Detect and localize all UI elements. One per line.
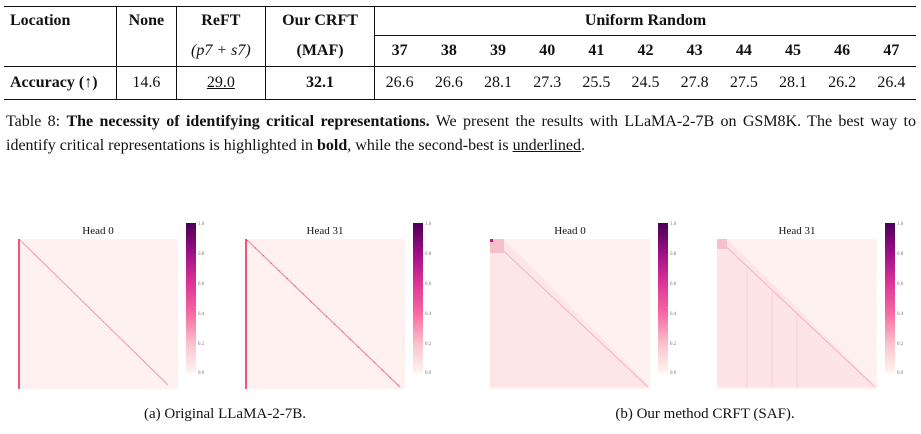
subcaption-a: (a) Original LLaMA-2-7B. bbox=[143, 406, 307, 422]
caption-text-1: We present the results with LLaMA-2-7B o… bbox=[6, 113, 916, 154]
colorbar-tick: 0.4 bbox=[425, 312, 432, 317]
header-location: Location bbox=[4, 6, 117, 36]
caption-bold-word: bold bbox=[317, 137, 348, 154]
header-layer-41: 41 bbox=[571, 35, 621, 67]
colorbar bbox=[186, 223, 196, 373]
caption-label: Table 8: bbox=[6, 113, 67, 130]
cell-layer-38: 26.6 bbox=[424, 66, 474, 100]
header-layer-45: 45 bbox=[768, 35, 818, 67]
colorbar-tick: 0.6 bbox=[198, 282, 205, 287]
cell-layer-39: 28.1 bbox=[473, 66, 523, 100]
header-none-blank bbox=[116, 35, 177, 67]
colorbar-tick: 0.2 bbox=[897, 342, 904, 347]
colorbar-tick: 1.0 bbox=[425, 222, 432, 227]
cell-layer-40: 27.3 bbox=[522, 66, 572, 100]
header-layer-47: 47 bbox=[866, 35, 916, 67]
colorbar-tick: 0.4 bbox=[198, 312, 205, 317]
cell-layer-44: 27.5 bbox=[719, 66, 769, 100]
header-layer-44: 44 bbox=[719, 35, 769, 67]
colorbar-tick: 0.8 bbox=[897, 252, 904, 257]
colorbar-tick: 1.0 bbox=[198, 222, 205, 227]
cell-layer-46: 26.2 bbox=[817, 66, 867, 100]
colorbar-tick: 0.0 bbox=[897, 371, 904, 376]
header-none: None bbox=[116, 6, 177, 36]
attention-heatmap bbox=[717, 239, 877, 389]
header-uniform-random: Uniform Random bbox=[374, 6, 916, 36]
panel-title: Head 0 bbox=[554, 225, 586, 237]
panel-title: Head 0 bbox=[82, 225, 114, 237]
colorbar-tick: 0.2 bbox=[198, 342, 205, 347]
table-caption: Table 8: The necessity of identifying cr… bbox=[6, 110, 916, 158]
header-crft-sub: (MAF) bbox=[265, 35, 376, 67]
panel-title: Head 31 bbox=[306, 225, 344, 237]
colorbar bbox=[658, 223, 668, 373]
colorbar-tick: 0.6 bbox=[425, 282, 432, 287]
colorbar-tick: 0.2 bbox=[670, 342, 677, 347]
caption-underline-word: underlined bbox=[512, 137, 581, 154]
colorbar bbox=[413, 223, 423, 373]
colorbar-tick: 1.0 bbox=[897, 222, 904, 227]
panel-title: Head 31 bbox=[778, 225, 816, 237]
attention-heatmap bbox=[18, 239, 178, 389]
colorbar bbox=[885, 223, 895, 373]
cell-none: 14.6 bbox=[116, 66, 177, 100]
results-table: Location None ReFT Our CRFT Uniform Rand… bbox=[4, 6, 916, 100]
colorbar-tick: 0.4 bbox=[897, 312, 904, 317]
header-layer-39: 39 bbox=[473, 35, 523, 67]
colorbar-tick: 0.8 bbox=[670, 252, 677, 257]
subcaption-b: (b) Our method CRFT (SAF). bbox=[615, 406, 795, 422]
caption-text-2: , while the second-best is bbox=[347, 137, 513, 154]
caption-bold-lead: The necessity of identifying critical re… bbox=[66, 113, 430, 130]
header-layer-37: 37 bbox=[374, 35, 425, 67]
colorbar-tick: 0.0 bbox=[425, 371, 432, 376]
colorbar-tick: 0.2 bbox=[425, 342, 432, 347]
colorbar-tick: 0.0 bbox=[670, 371, 677, 376]
attention-heatmap bbox=[245, 239, 405, 389]
colorbar-tick: 0.8 bbox=[198, 252, 205, 257]
header-layer-43: 43 bbox=[670, 35, 720, 67]
attention-heatmap bbox=[490, 239, 650, 389]
header-layer-46: 46 bbox=[817, 35, 867, 67]
cell-layer-47: 26.4 bbox=[866, 66, 916, 100]
header-layer-38: 38 bbox=[424, 35, 474, 67]
cell-layer-37: 26.6 bbox=[374, 66, 425, 100]
header-reft: ReFT bbox=[176, 6, 267, 36]
colorbar-tick: 0.4 bbox=[670, 312, 677, 317]
colorbar-tick: 0.0 bbox=[198, 371, 205, 376]
header-layer-40: 40 bbox=[522, 35, 572, 67]
colorbar-tick: 1.0 bbox=[670, 222, 677, 227]
caption-text-3: . bbox=[581, 137, 585, 154]
cell-layer-41: 25.5 bbox=[571, 66, 621, 100]
cell-reft: 29.0 bbox=[176, 66, 267, 100]
header-crft: Our CRFT bbox=[265, 6, 376, 36]
colorbar-tick: 0.6 bbox=[897, 282, 904, 287]
cell-crft: 32.1 bbox=[265, 66, 376, 100]
cell-layer-45: 28.1 bbox=[768, 66, 818, 100]
cell-layer-42: 24.5 bbox=[620, 66, 671, 100]
header-location-blank bbox=[4, 35, 117, 67]
header-layer-42: 42 bbox=[620, 35, 671, 67]
cell-layer-43: 27.8 bbox=[670, 66, 720, 100]
colorbar-tick: 0.6 bbox=[670, 282, 677, 287]
colorbar-tick: 0.8 bbox=[425, 252, 432, 257]
header-reft-sub: (p7 + s7) bbox=[176, 35, 267, 67]
row-label-accuracy: Accuracy (↑) bbox=[4, 66, 117, 100]
